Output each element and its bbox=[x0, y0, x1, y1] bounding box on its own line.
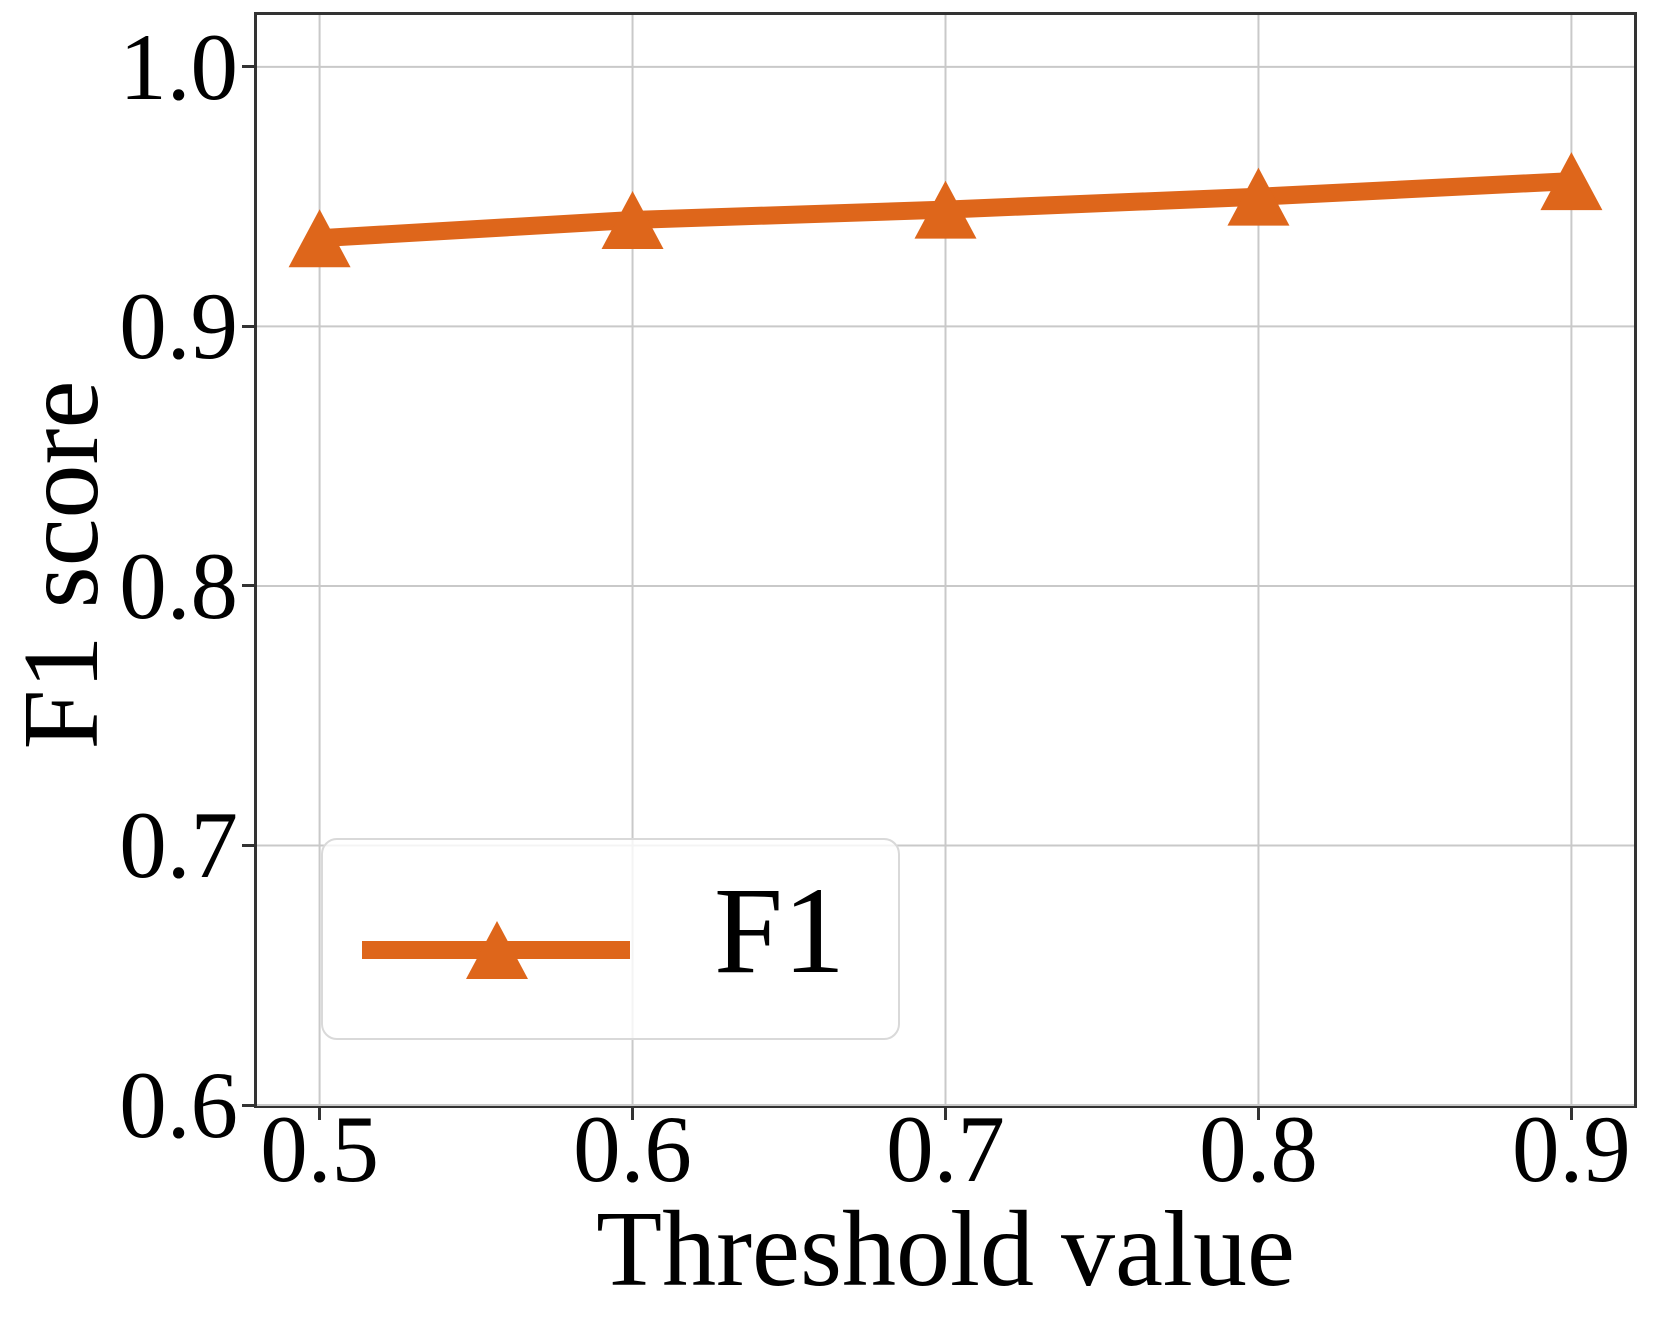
y-tick-mark bbox=[242, 1103, 257, 1107]
x-tick-label: 0.5 bbox=[260, 1096, 379, 1202]
y-tick-label: 0.9 bbox=[119, 273, 238, 380]
y-tick-label: 0.7 bbox=[119, 792, 238, 899]
y-tick-mark bbox=[242, 324, 257, 328]
x-tick-label: 0.8 bbox=[1199, 1096, 1318, 1202]
data-point-marker bbox=[1227, 167, 1290, 226]
legend-entry-label: F1 bbox=[714, 862, 845, 999]
x-axis-label: Threshold value bbox=[596, 1190, 1295, 1309]
triangle-marker-icon bbox=[466, 921, 528, 979]
legend: F1 bbox=[321, 838, 900, 1040]
x-tick-label: 0.9 bbox=[1512, 1096, 1631, 1202]
x-tick-mark bbox=[1256, 1106, 1260, 1120]
data-point-marker bbox=[1540, 152, 1603, 211]
x-tick-label: 0.7 bbox=[886, 1096, 1005, 1202]
y-tick-label: 1.0 bbox=[119, 13, 238, 120]
y-tick-label: 0.6 bbox=[119, 1052, 238, 1158]
data-point-marker bbox=[288, 209, 351, 268]
y-tick-label: 0.8 bbox=[119, 532, 238, 639]
x-tick-mark bbox=[944, 1106, 947, 1120]
data-point-marker bbox=[914, 180, 977, 239]
x-tick-mark bbox=[1569, 1106, 1573, 1120]
chart-canvas bbox=[257, 15, 1634, 1106]
y-tick-mark bbox=[242, 843, 257, 847]
y-tick-mark bbox=[242, 65, 257, 69]
y-tick-mark bbox=[242, 584, 257, 588]
x-tick-mark bbox=[631, 1106, 635, 1120]
legend-sample-line bbox=[362, 921, 630, 979]
x-tick-mark bbox=[318, 1106, 322, 1120]
data-point-marker bbox=[601, 191, 664, 250]
x-tick-label: 0.6 bbox=[573, 1096, 692, 1202]
